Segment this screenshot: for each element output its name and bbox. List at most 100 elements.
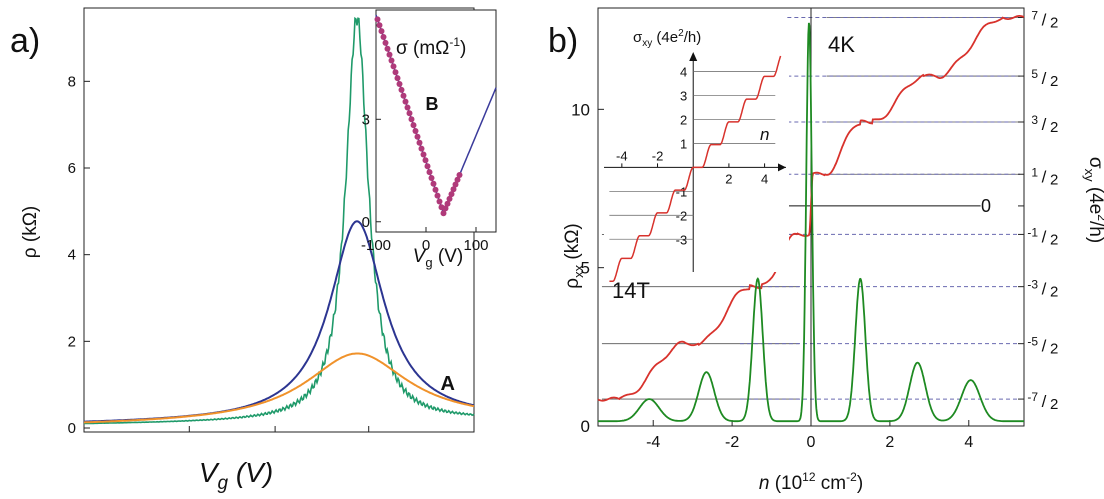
fraction-denominator: 2: [1050, 15, 1058, 32]
inset-a-data-point: [440, 210, 447, 217]
inset-a-y-tick-label: 3: [362, 111, 370, 128]
inset-a-data-point: [378, 28, 385, 35]
annotation-a: A: [441, 373, 455, 395]
panel-a-y-tick-label: 0: [68, 420, 76, 437]
panel-label-b: b): [548, 22, 578, 60]
panel-b-inset: 4 3 2 1 -1 -2 -3 -4 -2 2 4: [604, 30, 789, 282]
inset-a-title: σ (mΩ-1): [396, 35, 466, 59]
inset-a-data-point: [392, 69, 399, 76]
inset-b-staircase: [609, 55, 782, 282]
inset-a-data-point: [420, 151, 427, 158]
panel-a-xlabel: Vg (V): [199, 457, 273, 494]
panel-a-y-tick-label: 4: [68, 247, 76, 264]
fraction-slash: /: [1042, 337, 1047, 356]
inset-a-data-point: [434, 192, 441, 199]
sigma-xy-line: [597, 15, 1025, 402]
field-label: 14T: [612, 278, 650, 303]
inset-b-x-tick-label: 2: [725, 171, 732, 186]
panel-b-x-tick-label: -4: [646, 434, 660, 451]
fraction-numerator: 5: [1031, 67, 1038, 81]
inset-a-data-point: [436, 198, 443, 205]
inset-a-data-point: [432, 186, 439, 193]
fraction-slash: /: [1042, 69, 1047, 88]
inset-a-data-point: [456, 172, 463, 178]
inset-a-y-tick-label: 0: [362, 214, 370, 231]
inset-b-y-tick-label: -3: [676, 232, 688, 247]
panel-b-y-tick-label: 0: [581, 417, 590, 436]
rho-xx-line: [598, 22, 1024, 423]
fraction-slash: /: [1042, 392, 1047, 411]
inset-a-data-point: [416, 139, 423, 146]
panel-a-series-line: [84, 16, 475, 425]
fraction-numerator: -5: [1027, 335, 1038, 349]
fraction-slash: /: [1042, 167, 1047, 186]
panel-a-series: [84, 16, 475, 425]
panel-a-y-tick-label: 8: [68, 73, 76, 90]
panel-b-right-tick-fraction: -3 /2: [1027, 278, 1058, 301]
fraction-numerator: 3: [1031, 113, 1038, 127]
inset-a-data-point: [454, 176, 461, 183]
inset-b-x-tick-label: -4: [616, 148, 628, 163]
panel-b-x-tick-label: 0: [807, 434, 816, 451]
fraction-slash: /: [1042, 280, 1047, 299]
inset-a-data-point: [452, 181, 459, 188]
inset-a-x-tick-label: 0: [422, 237, 430, 254]
inset-a-data-point: [384, 45, 391, 52]
panel-b-xlabel: n (1012 cm-2): [759, 470, 863, 494]
fraction-numerator: 7: [1031, 9, 1038, 23]
inset-a-data-point: [400, 92, 407, 99]
inset-a-data-point: [394, 75, 401, 82]
fraction-denominator: 2: [1050, 171, 1058, 188]
panel-a-y-tick-label: 6: [68, 160, 76, 177]
panel-a-inset: -100 0 100 0 3: [361, 14, 497, 254]
panel-b-y-tick-label: 10: [571, 100, 590, 119]
panel-b-x-tick-label: -2: [725, 434, 739, 451]
inset-b-background: [604, 30, 789, 272]
inset-a-data-point: [396, 81, 403, 87]
panel-a-series-line: [84, 352, 475, 424]
fraction-slash: /: [1042, 11, 1047, 30]
panel-b-ylabel-left: ρxx (kΩ): [562, 223, 586, 288]
panel-b-right-tick-label: 0: [981, 196, 991, 216]
panel-b-right-tick-fraction: 1 /2: [1031, 165, 1058, 188]
inset-a-data-point: [426, 169, 433, 176]
inset-a-data-point: [424, 163, 431, 170]
inset-b-x-arrow: [778, 163, 786, 172]
panel-a-x-ticks: [188, 426, 370, 432]
inset-a-data-point: [380, 34, 387, 40]
inset-a-data-point: [390, 63, 397, 70]
panel-b-right-tick-fraction: 5 /2: [1031, 67, 1058, 90]
fraction-numerator: -3: [1027, 278, 1038, 292]
inset-a-data-point: [450, 186, 457, 193]
inset-b-y-tick-label: 1: [680, 136, 687, 151]
inset-b-x-tick-label: 4: [761, 171, 768, 186]
fraction-denominator: 2: [1050, 231, 1058, 248]
inset-a-data-point: [418, 145, 425, 152]
fraction-denominator: 2: [1050, 341, 1058, 358]
panel-b-right-tick-fraction: 7 /2: [1031, 9, 1058, 32]
inset-b-y-tick-label: 2: [680, 112, 687, 127]
inset-b-x-tick-label: -2: [652, 148, 664, 163]
inset-a-data-point: [406, 110, 413, 117]
fraction-denominator: 2: [1050, 284, 1058, 301]
inset-a-data-point: [398, 86, 405, 93]
annotation-b: B: [426, 94, 439, 114]
fraction-numerator: 1: [1031, 165, 1038, 179]
panel-a-y-tick-label: 2: [68, 333, 76, 350]
inset-b-y-tick-label: 4: [680, 65, 687, 80]
fraction-denominator: 2: [1050, 396, 1058, 413]
inset-a-data-point: [410, 122, 417, 129]
panel-label-a: a): [10, 22, 40, 60]
inset-a-data-point: [442, 205, 449, 212]
inset-a-data-point: [402, 98, 409, 105]
panel-a-y-ticks: 0 2 4 6 8: [68, 73, 90, 437]
inset-b-title: σxy (4e2/h): [633, 28, 701, 49]
panel-b-right-tick-fraction: 3 /2: [1031, 113, 1058, 136]
inset-b-y-tick-label: 3: [680, 89, 687, 104]
inset-a-data-point: [448, 191, 455, 198]
inset-a-xlabel: Vg (V): [413, 246, 464, 270]
inset-a-data-point: [386, 51, 393, 58]
inset-b-y-tick-label: -2: [676, 208, 688, 223]
inset-a-data-point: [428, 175, 435, 181]
